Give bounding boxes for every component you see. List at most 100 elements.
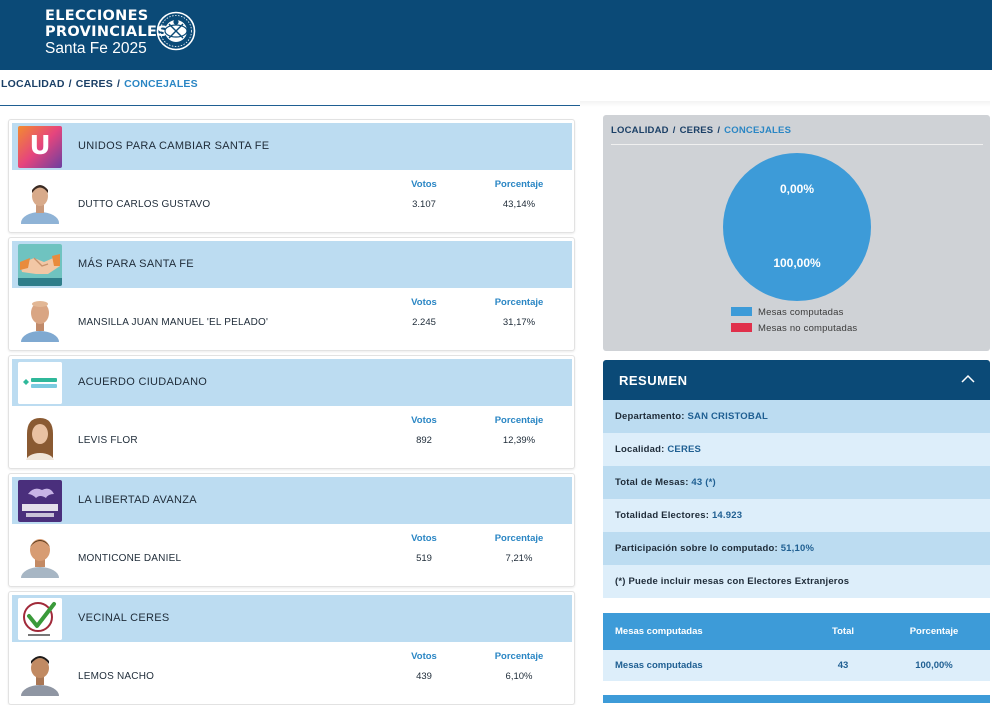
header-shadow [580,101,990,107]
candidate-photo [19,296,61,342]
breadcrumb-concejales: CONCEJALES [124,78,198,90]
localidad-label: Localidad: [615,444,665,455]
resumen-note: (*) Puede incluir mesas con Electores Ex… [603,565,990,598]
list-card: MÁS PARA SANTA FE MANSILLA JUAN MANUEL '… [8,237,575,351]
chart-breadcrumb: LOCALIDAD / CERES / CONCEJALES [611,125,791,136]
party-header: MÁS PARA SANTA FE [12,241,572,288]
breadcrumb: LOCALIDAD / CERES / CONCEJALES [1,78,198,90]
party-name: VECINAL CERES [78,612,170,624]
resumen-panel: RESUMEN Departamento: SAN CRISTOBAL Loca… [603,360,990,599]
legend-label: Mesas no computadas [758,323,858,334]
legend-swatch-no-computadas [731,323,752,332]
mesas-pie-chart: 0,00% 100,00% [723,153,871,301]
breadcrumb-ceres[interactable]: CERES [75,78,113,90]
acuerdo-ciudadano-icon [18,362,62,404]
chart-breadcrumb-localidad[interactable]: LOCALIDAD [611,125,669,136]
brand-line-1: ELECCIONES [45,8,149,24]
percent-value: 6,10% [505,671,533,682]
votes-value: 519 [416,553,432,564]
party-header: U UNIDOS PARA CAMBIAR SANTA FE [12,123,572,170]
breadcrumb-localidad[interactable]: LOCALIDAD [1,78,65,90]
legend-item-no-computadas[interactable]: Mesas no computadas [731,323,857,334]
percent-header: Porcentaje [494,533,544,544]
candidate-photo [19,414,61,460]
votes-header: Votos [411,297,437,308]
percent-value: 31,17% [502,317,536,328]
breadcrumb-separator: / [68,78,72,90]
checkmark-icon [18,598,62,640]
votes-header: Votos [411,415,437,426]
votes-value: 3.107 [412,199,436,210]
legend-item-computadas[interactable]: Mesas computadas [731,307,844,318]
resumen-row-participacion: Participación sobre lo computado: 51,10% [603,532,990,565]
u-letter-icon: U [18,126,62,168]
handshake-icon [18,244,62,286]
party-header: VECINAL CERES [12,595,572,642]
cell-mesas: Mesas computadas [615,660,703,671]
percent-value: 7,21% [505,553,533,564]
resumen-header[interactable]: RESUMEN [603,360,990,400]
column-header-total: Total [832,626,854,637]
party-header: LA LIBERTAD AVANZA [12,477,572,524]
departamento-label: Departamento: [615,411,685,422]
list-card: VECINAL CERES LEMOS NACHO Votos Porcenta… [8,591,575,705]
total-mesas-value: 43 (*) [691,477,716,488]
participacion-value: 51,10% [780,543,815,554]
lion-icon [18,480,62,522]
candidate-name: LEVIS FLOR [78,435,138,446]
resumen-note-text: (*) Puede incluir mesas con Electores Ex… [615,576,850,587]
mesas-table-header: Mesas computadas Total Porcentaje [603,613,990,650]
table-row: Mesas computadas 43 100,00% [603,650,990,681]
votes-header: Votos [411,533,437,544]
electores-value: 14.923 [711,510,743,521]
column-header-mesas: Mesas computadas [615,626,703,637]
votes-value: 439 [416,671,432,682]
participacion-label: Participación sobre lo computado: [615,543,778,554]
candidate-photo [19,650,61,696]
resumen-title: RESUMEN [619,373,688,388]
party-name: UNIDOS PARA CAMBIAR SANTA FE [78,140,270,152]
candidate-name: MANSILLA JUAN MANUEL 'EL PELADO' [78,317,269,328]
legend-label: Mesas computadas [758,307,844,318]
localidad-value: CERES [667,444,702,455]
chart-breadcrumb-concejales: CONCEJALES [724,125,792,136]
site-header: ELECCIONES PROVINCIALES Santa Fe 2025 [0,0,992,70]
electores-label: Totalidad Electores: [615,510,710,521]
list-card: U UNIDOS PARA CAMBIAR SANTA FE DUTTO CAR… [8,119,575,233]
next-section-header[interactable] [603,695,990,703]
list-card: ACUERDO CIUDADANO LEVIS FLOR Votos Porce… [8,355,575,469]
column-header-porcentaje: Porcentaje [909,626,959,637]
resumen-row-electores: Totalidad Electores: 14.923 [603,499,990,532]
brand-line-3: Santa Fe 2025 [45,40,147,57]
cell-porcentaje: 100,00% [915,660,953,671]
candidate-photo [19,532,61,578]
mesas-chart-panel: LOCALIDAD / CERES / CONCEJALES 0,00% 100,00%… [603,115,990,351]
percent-header: Porcentaje [494,179,544,190]
legend-swatch-computadas [731,307,752,316]
percent-header: Porcentaje [494,297,544,308]
percent-value: 43,14% [502,199,536,210]
resumen-row-total-mesas: Total de Mesas: 43 (*) [603,466,990,499]
candidate-photo [19,178,61,224]
votes-value: 892 [416,435,432,446]
site-logo[interactable]: ELECCIONES PROVINCIALES Santa Fe 2025 [45,8,168,58]
breadcrumb-separator: / [116,78,121,90]
votes-value: 2.245 [412,317,436,328]
list-card: LA LIBERTAD AVANZA MONTICONE DANIEL Voto… [8,473,575,587]
resumen-row-localidad: Localidad: CERES [603,433,990,466]
breadcrumb-divider [0,105,580,106]
percent-value: 12,39% [502,435,536,446]
party-name: ACUERDO CIUDADANO [78,376,208,388]
chevron-up-icon[interactable] [960,372,976,386]
departamento-value: SAN CRISTOBAL [687,411,769,422]
candidate-name: LEMOS NACHO [78,671,155,682]
pie-slice-computadas[interactable] [723,153,871,301]
party-name: LA LIBERTAD AVANZA [78,494,197,506]
brand-line-2: PROVINCIALES [45,24,168,40]
party-name: MÁS PARA SANTA FE [78,258,194,270]
pie-label-no-computadas: 0,00% [780,182,814,196]
total-mesas-label: Total de Mesas: [615,477,689,488]
breadcrumb-separator: / [717,125,721,136]
cell-total: 43 [837,660,849,671]
chart-breadcrumb-ceres[interactable]: CERES [679,125,714,136]
